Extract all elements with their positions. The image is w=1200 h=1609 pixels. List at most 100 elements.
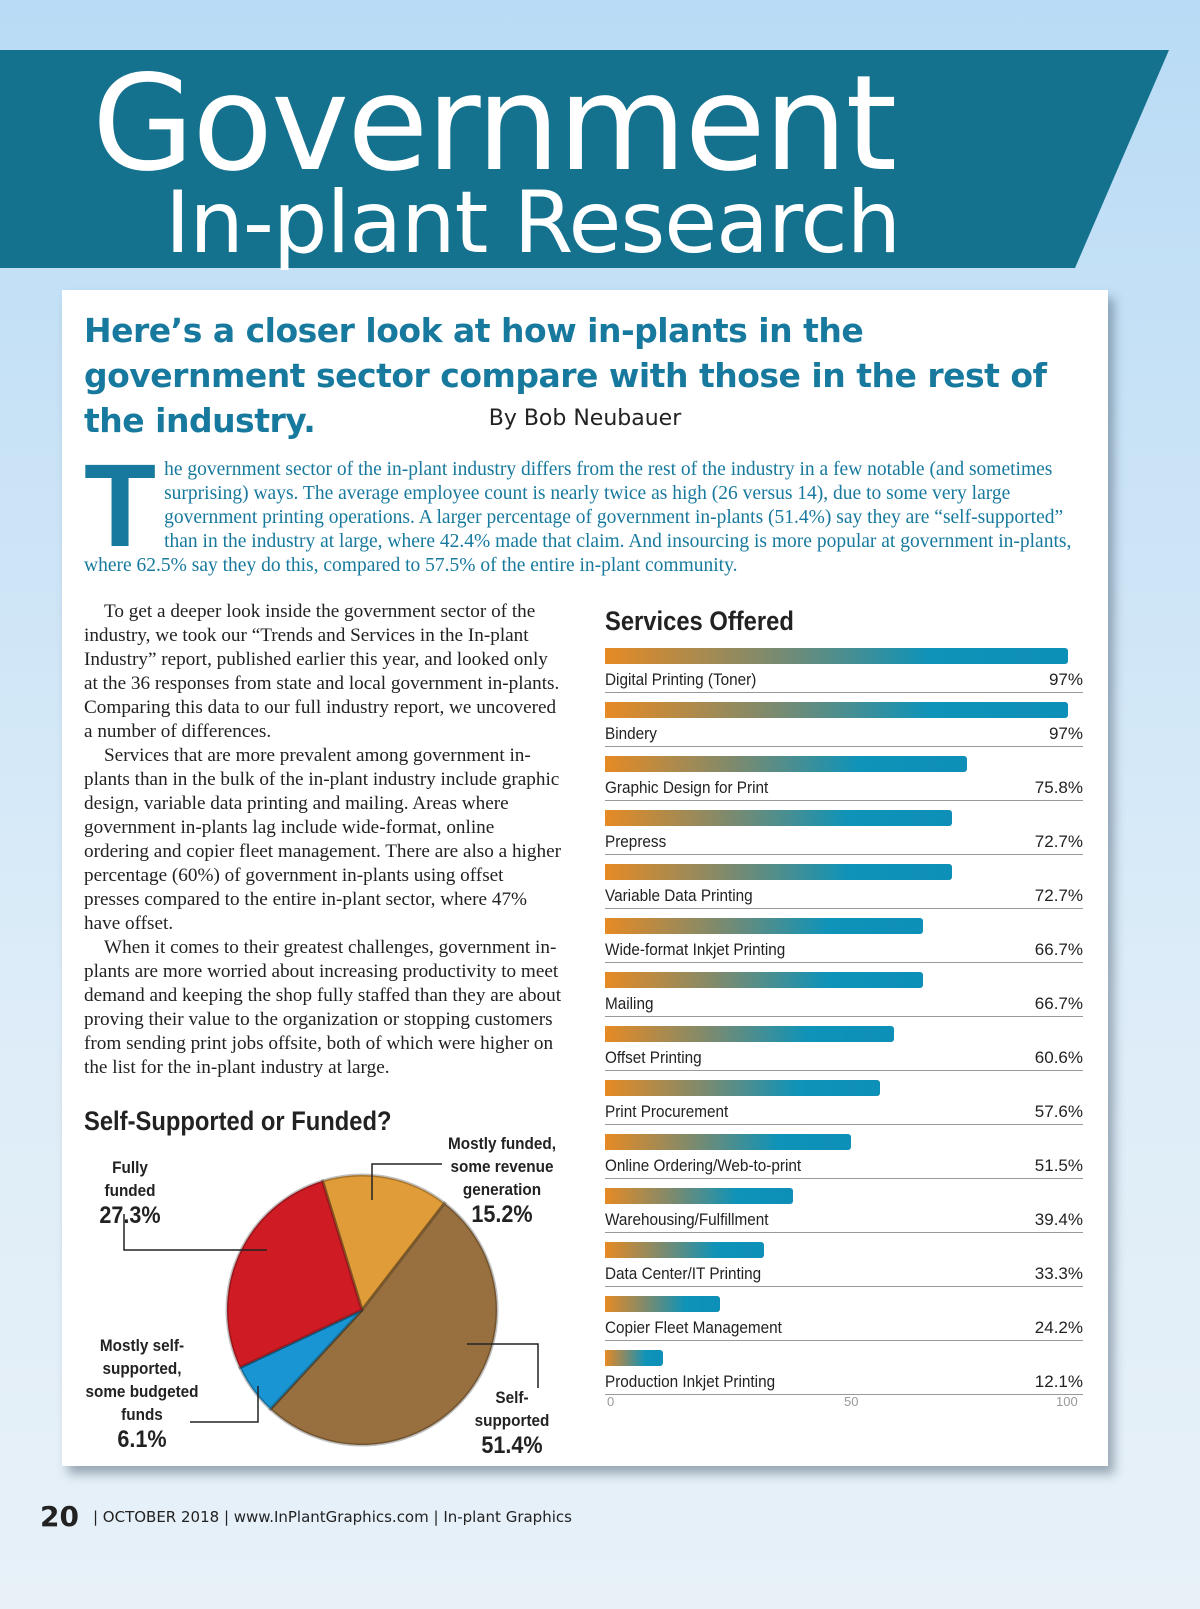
row-rule	[605, 1070, 1083, 1071]
bar-row: Wide-format Inkjet Printing 66.7%	[605, 918, 1083, 972]
bar	[605, 702, 1068, 718]
bar-value: 57.6%	[1034, 1102, 1083, 1121]
bar-label: Digital Printing (Toner)	[605, 670, 757, 689]
leader-line	[123, 1214, 267, 1251]
article-subtitle: Here’s a closer look at how in-plants in…	[84, 311, 1047, 440]
bar-value: 66.7%	[1034, 994, 1083, 1013]
bar-row: Offset Printing 60.6%	[605, 1026, 1083, 1080]
row-rule	[605, 692, 1083, 693]
pie-slice	[225, 1179, 364, 1370]
bar-label: Production Inkjet Printing	[605, 1372, 776, 1391]
bar-row: Bindery 97%	[605, 702, 1083, 756]
x-tick: 50	[844, 1394, 859, 1409]
row-rule	[605, 1178, 1083, 1179]
footer-text: | OCTOBER 2018 | www.InPlantGraphics.com…	[92, 1507, 572, 1526]
bar-chart-title: Services Offered	[605, 606, 794, 636]
bar-row: Warehousing/Fulfillment 39.4%	[605, 1188, 1083, 1242]
pie-slice	[320, 1173, 447, 1314]
page-footer: 20 | OCTOBER 2018 | www.InPlantGraphics.c…	[40, 1500, 572, 1533]
bar-label: Warehousing/Fulfillment	[605, 1210, 769, 1229]
body-text: To get a deeper look inside the governme…	[84, 600, 562, 1080]
pie-label-self-supported: Self-supported 51.4%	[474, 1388, 550, 1459]
bar	[605, 972, 924, 988]
bar	[605, 918, 924, 934]
bar	[605, 1134, 851, 1150]
bar	[605, 864, 952, 880]
row-rule	[605, 1016, 1083, 1017]
bar-label: Wide-format Inkjet Printing	[605, 940, 786, 959]
banner-shape	[0, 50, 1169, 268]
bar	[605, 1296, 721, 1312]
pie-chart-title: Self-Supported or Funded?	[84, 1106, 392, 1136]
bar-value: 97%	[1048, 724, 1083, 743]
bar-label: Bindery	[605, 724, 657, 743]
bar-label: Mailing	[605, 994, 654, 1013]
x-tick: 100	[1056, 1394, 1078, 1409]
bar-value: 51.5%	[1034, 1156, 1083, 1175]
bar-value: 72.7%	[1034, 886, 1083, 905]
bar-value: 39.4%	[1034, 1210, 1083, 1229]
body-paragraph: Services that are more prevalent among g…	[84, 745, 561, 934]
leader-line	[467, 1343, 539, 1388]
bar-label: Print Procurement	[605, 1102, 729, 1121]
row-rule	[605, 908, 1083, 909]
bar-value: 33.3%	[1034, 1264, 1083, 1283]
row-rule	[605, 1286, 1083, 1287]
title-banner	[0, 50, 1200, 270]
bar-label: Copier Fleet Management	[605, 1318, 782, 1337]
bar-value: 12.1%	[1034, 1372, 1083, 1391]
bar-value: 97%	[1048, 670, 1083, 689]
body-paragraph: When it comes to their greatest challeng…	[84, 937, 562, 1078]
pie-label-mostly-funded: Mostly funded, some revenue generation 15…	[448, 1134, 556, 1228]
bar	[605, 1350, 663, 1366]
row-rule	[605, 746, 1083, 747]
bar-value: 60.6%	[1034, 1048, 1083, 1067]
bar-label: Variable Data Printing	[605, 886, 753, 905]
row-rule	[605, 800, 1083, 801]
bar-label: Data Center/IT Printing	[605, 1264, 762, 1283]
title-line2: In-plant Research	[165, 173, 901, 273]
pie-label-fully-funded: Fully funded 27.3%	[99, 1158, 161, 1229]
pie-slice	[268, 1201, 499, 1447]
funding-pie-chart	[123, 1163, 539, 1447]
bar	[605, 756, 967, 772]
bar-label: Graphic Design for Print	[605, 778, 769, 797]
bar-label: Prepress	[605, 832, 667, 851]
bar-row: Data Center/IT Printing 33.3%	[605, 1242, 1083, 1296]
intro-text: he government sector of the in-plant ind…	[84, 459, 1072, 576]
bar-value: 72.7%	[1034, 832, 1083, 851]
bar-value: 66.7%	[1034, 940, 1083, 959]
row-rule	[605, 1232, 1083, 1233]
bar-value: 24.2%	[1034, 1318, 1083, 1337]
leader-line	[371, 1163, 442, 1200]
bar-row: Variable Data Printing 72.7%	[605, 864, 1083, 918]
bar	[605, 1188, 793, 1204]
leader-line	[190, 1386, 259, 1423]
pie-slice	[237, 1308, 364, 1412]
bar-row: Print Procurement 57.6%	[605, 1080, 1083, 1134]
pie-label-mostly-self-supported: Mostly self-supported, some budgeted fun…	[85, 1336, 199, 1453]
bar-label: Online Ordering/Web-to-print	[605, 1156, 802, 1175]
bar	[605, 1242, 764, 1258]
x-tick: 0	[607, 1394, 615, 1409]
bar-row: Graphic Design for Print 75.8%	[605, 756, 1083, 810]
bar-row: Production Inkjet Printing 12.1%	[605, 1350, 1083, 1404]
article-card: Here’s a closer look at how in-plants in…	[62, 290, 1108, 1466]
bar-label: Offset Printing	[605, 1048, 702, 1067]
page-number: 20	[40, 1500, 79, 1533]
bar-value: 75.8%	[1034, 778, 1083, 797]
row-rule	[605, 1340, 1083, 1341]
bar-row: Digital Printing (Toner) 97%	[605, 648, 1083, 702]
bar	[605, 1026, 895, 1042]
row-rule	[605, 1394, 1083, 1395]
row-rule	[605, 854, 1083, 855]
bar	[605, 810, 952, 826]
bar-row: Copier Fleet Management 24.2%	[605, 1296, 1083, 1350]
row-rule	[605, 962, 1083, 963]
row-rule	[605, 1124, 1083, 1125]
title-line1: Government	[92, 47, 897, 201]
bar-row: Mailing 66.7%	[605, 972, 1083, 1026]
bar-row: Prepress 72.7%	[605, 810, 1083, 864]
drop-cap: T	[84, 440, 157, 572]
